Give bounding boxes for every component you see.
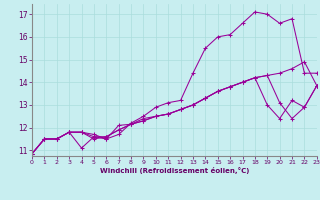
X-axis label: Windchill (Refroidissement éolien,°C): Windchill (Refroidissement éolien,°C) xyxy=(100,167,249,174)
